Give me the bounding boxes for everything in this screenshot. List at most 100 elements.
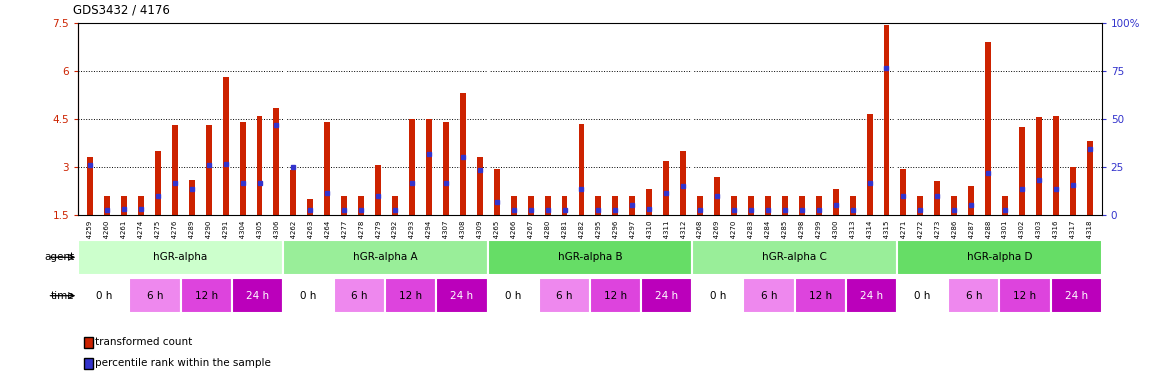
Bar: [206, 126, 212, 215]
Bar: [528, 196, 534, 215]
Bar: [181, 278, 232, 313]
Bar: [1053, 116, 1059, 215]
Text: hGR-alpha C: hGR-alpha C: [762, 252, 827, 262]
Bar: [748, 196, 754, 215]
Bar: [274, 108, 279, 215]
Bar: [121, 196, 126, 215]
Text: 24 h: 24 h: [246, 291, 269, 301]
Bar: [1019, 127, 1025, 215]
Text: time: time: [51, 291, 75, 301]
Bar: [437, 278, 488, 313]
Text: 12 h: 12 h: [808, 291, 831, 301]
Text: 0 h: 0 h: [95, 291, 112, 301]
Bar: [307, 199, 313, 215]
Bar: [999, 278, 1051, 313]
Bar: [232, 278, 283, 313]
Bar: [850, 196, 856, 215]
Text: 12 h: 12 h: [399, 291, 422, 301]
Bar: [846, 278, 897, 313]
Bar: [291, 170, 297, 215]
Bar: [138, 196, 144, 215]
Bar: [375, 166, 381, 215]
Bar: [629, 196, 635, 215]
Bar: [1002, 196, 1009, 215]
Bar: [477, 157, 483, 215]
Bar: [358, 196, 365, 215]
Bar: [511, 196, 516, 215]
Bar: [897, 240, 1102, 275]
Bar: [426, 119, 432, 215]
Bar: [283, 278, 333, 313]
Bar: [87, 157, 93, 215]
Bar: [488, 278, 538, 313]
Bar: [697, 196, 703, 215]
Bar: [392, 196, 398, 215]
Text: 0 h: 0 h: [300, 291, 316, 301]
Text: agent: agent: [45, 252, 75, 262]
Text: GDS3432 / 4176: GDS3432 / 4176: [74, 3, 170, 17]
Bar: [680, 151, 687, 215]
Bar: [324, 122, 330, 215]
Bar: [385, 278, 437, 313]
Text: 24 h: 24 h: [451, 291, 474, 301]
Bar: [744, 278, 795, 313]
Bar: [833, 189, 838, 215]
Text: percentile rank within the sample: percentile rank within the sample: [95, 358, 271, 368]
Text: transformed count: transformed count: [95, 337, 193, 347]
Bar: [664, 161, 669, 215]
Bar: [883, 25, 889, 215]
Text: 24 h: 24 h: [656, 291, 678, 301]
Bar: [918, 196, 923, 215]
Bar: [900, 169, 906, 215]
Text: 0 h: 0 h: [710, 291, 726, 301]
Bar: [968, 186, 974, 215]
Bar: [613, 196, 619, 215]
Bar: [104, 196, 110, 215]
Bar: [795, 278, 846, 313]
Bar: [342, 196, 347, 215]
Bar: [460, 93, 466, 215]
Bar: [239, 122, 246, 215]
Text: 6 h: 6 h: [761, 291, 777, 301]
Text: 6 h: 6 h: [352, 291, 368, 301]
Bar: [443, 122, 448, 215]
Bar: [1087, 141, 1092, 215]
Text: 0 h: 0 h: [505, 291, 521, 301]
Text: 6 h: 6 h: [557, 291, 573, 301]
Bar: [986, 42, 991, 215]
Bar: [189, 180, 194, 215]
Bar: [493, 169, 500, 215]
Bar: [765, 196, 770, 215]
Text: hGR-alpha A: hGR-alpha A: [353, 252, 417, 262]
Bar: [642, 278, 692, 313]
Text: 12 h: 12 h: [194, 291, 217, 301]
Bar: [799, 196, 805, 215]
Bar: [596, 196, 601, 215]
Bar: [1036, 118, 1042, 215]
Bar: [1070, 167, 1076, 215]
Bar: [129, 278, 181, 313]
Bar: [171, 126, 178, 215]
Text: 12 h: 12 h: [604, 291, 627, 301]
Bar: [815, 196, 822, 215]
Bar: [692, 240, 897, 275]
Bar: [223, 78, 229, 215]
Bar: [590, 278, 642, 313]
Text: hGR-alpha B: hGR-alpha B: [558, 252, 622, 262]
Bar: [283, 240, 488, 275]
Bar: [897, 278, 948, 313]
Bar: [1051, 278, 1102, 313]
Text: 6 h: 6 h: [147, 291, 163, 301]
Bar: [934, 182, 941, 215]
Bar: [692, 278, 744, 313]
Text: 6 h: 6 h: [966, 291, 982, 301]
Bar: [78, 278, 129, 313]
Bar: [409, 119, 415, 215]
Bar: [78, 240, 283, 275]
Bar: [561, 196, 567, 215]
Bar: [488, 240, 692, 275]
Bar: [951, 196, 957, 215]
Bar: [538, 278, 590, 313]
Text: hGR-alpha D: hGR-alpha D: [967, 252, 1032, 262]
Text: 24 h: 24 h: [1065, 291, 1088, 301]
